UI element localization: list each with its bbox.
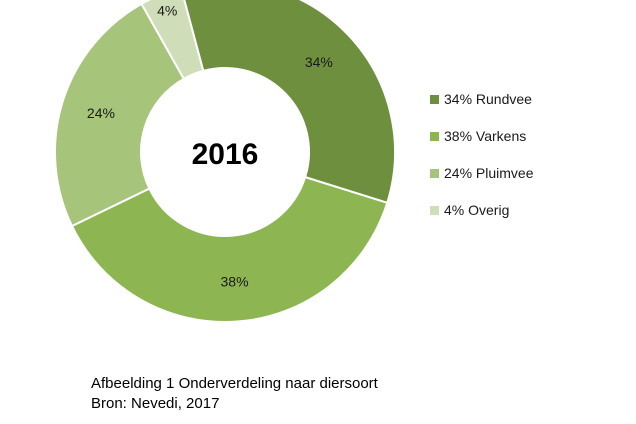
- data-label-varkens: 38%: [221, 274, 249, 290]
- legend-label-varkens: 38% Varkens: [444, 128, 526, 144]
- legend-label-pluimvee: 24% Pluimvee: [444, 165, 534, 181]
- data-label-rundvee: 34%: [305, 54, 333, 70]
- slice-rundvee: [183, 0, 396, 205]
- legend-label-rundvee: 34% Rundvee: [444, 91, 532, 107]
- figure-caption: Afbeelding 1 Onderverdeling naar diersoo…: [91, 375, 378, 392]
- legend-label-overig: 4% Overig: [444, 202, 509, 218]
- figure-source: Bron: Nevedi, 2017: [91, 395, 220, 412]
- slice-varkens: [70, 175, 389, 323]
- donut-chart: 34% 38% 24% 4% 2016 34% Rundvee 38% Varkens 2…: [54, 0, 534, 323]
- legend-swatch-rundvee: [430, 95, 439, 104]
- data-label-overig: 4%: [157, 2, 177, 18]
- data-label-pluimvee: 24%: [87, 105, 115, 121]
- legend-swatch-overig: [430, 206, 439, 215]
- slice-labels: 34% 38% 24% 4%: [87, 2, 333, 289]
- legend-swatch-pluimvee: [430, 169, 439, 178]
- slice-overig: [140, 0, 205, 81]
- donut-slices: [54, 0, 396, 323]
- chart-legend: 34% Rundvee 38% Varkens 24% Pluimvee 4% Ove…: [430, 91, 534, 218]
- legend-swatch-varkens: [430, 132, 439, 141]
- slice-pluimvee: [54, 2, 186, 228]
- chart-title: 2016: [192, 138, 259, 171]
